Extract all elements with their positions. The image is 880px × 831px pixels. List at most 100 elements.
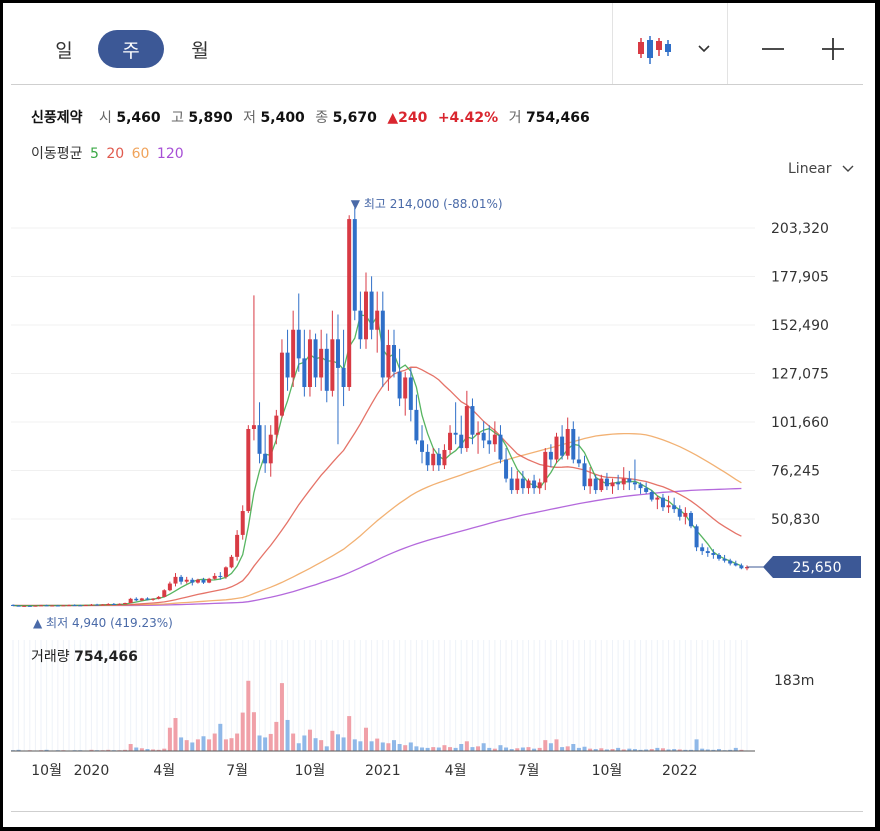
candle-body: [39, 605, 44, 607]
volume-bar: [190, 742, 195, 751]
scale-select[interactable]: Linear: [788, 161, 854, 177]
volume-bar: [638, 749, 643, 751]
volume-bar: [677, 749, 682, 751]
candle-body: [660, 497, 665, 508]
candle-body: [263, 453, 268, 464]
ma-label: 이동평균: [31, 146, 83, 162]
y-tick-label: 152,490: [771, 318, 829, 334]
candle-body: [638, 484, 643, 489]
volume-bar: [279, 683, 284, 751]
volume-bar: [352, 739, 357, 751]
ma5-line: [12, 314, 742, 607]
volume-bar: [666, 749, 671, 751]
candle-body: [285, 352, 290, 378]
volume-tick-label: 183m: [774, 673, 814, 689]
volume-bar: [442, 745, 447, 751]
volume-bar: [414, 746, 419, 751]
candle-body: [162, 590, 167, 597]
volume-bar: [526, 747, 531, 751]
candle-body: [610, 482, 615, 487]
volume-bar: [235, 733, 240, 751]
zoom-in-button[interactable]: [813, 29, 853, 69]
candle-body: [223, 567, 228, 577]
candlestick-icon: [638, 36, 671, 64]
toolbar-divider: [612, 3, 613, 84]
ma-20[interactable]: 20: [106, 146, 125, 162]
volume-bar: [672, 749, 677, 751]
high-annotation: ▼ 최고 214,000 (-88.01%): [351, 197, 503, 211]
volume-bar: [700, 748, 705, 751]
volume-bar: [716, 749, 721, 751]
candle-body: [548, 451, 553, 460]
candle-body: [156, 596, 161, 599]
volume-bar: [504, 747, 509, 751]
candle-body: [543, 451, 548, 483]
plus-icon: [822, 38, 844, 60]
price-chart[interactable]: 203,320 177,905 152,490 127,075 101,660 76,24…: [3, 3, 875, 827]
candle-body: [397, 371, 402, 399]
ma-60[interactable]: 60: [131, 146, 150, 162]
volume-bar: [481, 743, 486, 751]
tab-weekly[interactable]: 주: [98, 30, 164, 68]
y-tick-label: 127,075: [771, 367, 829, 383]
volume-bar: [604, 749, 609, 751]
volume-bar: [347, 716, 352, 751]
ma120-line: [13, 487, 742, 607]
candle-body: [16, 605, 21, 607]
candle-body: [677, 509, 682, 517]
candle-body: [27, 605, 32, 607]
candle-body: [251, 425, 256, 429]
volume-bar: [335, 734, 340, 751]
candle-body: [347, 219, 352, 388]
candle-body: [274, 415, 279, 435]
minus-icon: [762, 48, 784, 50]
candle-body: [705, 551, 710, 554]
candle-body: [464, 406, 469, 449]
volume-bar: [162, 748, 167, 751]
volume-bar: [705, 749, 710, 751]
candle-body: [560, 436, 565, 456]
moving-average-legend: 이동평균 5 20 60 120: [31, 143, 187, 163]
volume-bar: [464, 741, 469, 751]
chevron-down-icon[interactable]: [697, 44, 711, 54]
candle-body: [134, 598, 139, 601]
candle-body: [442, 449, 447, 466]
volume-bar: [621, 749, 626, 751]
candle-body: [683, 512, 688, 517]
candle-body: [745, 567, 749, 569]
x-tick-label: 2022: [662, 763, 698, 779]
candle-body: [554, 436, 559, 460]
volume-bar: [520, 747, 525, 751]
low-value: 5,400: [260, 110, 305, 126]
candle-body: [195, 579, 200, 583]
ma-120[interactable]: 120: [156, 146, 184, 162]
chart-type-button[interactable]: [613, 28, 723, 68]
scale-label: Linear: [788, 161, 832, 177]
candle-body: [711, 553, 716, 555]
zoom-out-button[interactable]: [753, 29, 793, 69]
volume-bar: [431, 747, 436, 751]
candle-body: [616, 482, 621, 485]
tab-daily[interactable]: 일: [55, 39, 73, 62]
candle-body: [363, 291, 368, 340]
volume-bar: [268, 733, 273, 751]
y-tick-label: 76,245: [771, 464, 820, 480]
volume-bar: [319, 740, 324, 751]
candle-body: [50, 605, 55, 607]
ma-5[interactable]: 5: [89, 146, 99, 162]
candle-body: [588, 478, 593, 487]
volume-bar: [240, 712, 245, 751]
candle-body: [184, 579, 189, 582]
volume-bar: [593, 749, 598, 751]
toolbar-bottom-border: [11, 84, 863, 85]
volume-title: 거래량 754,466: [31, 649, 138, 665]
candle-body: [655, 497, 660, 500]
volume-bar: [363, 727, 368, 751]
volume-bar: [263, 737, 268, 751]
volume-bar: [403, 745, 408, 751]
candle-body: [414, 409, 419, 441]
tab-monthly[interactable]: 월: [191, 39, 209, 62]
x-tick-label: 10월: [295, 763, 326, 779]
candle-body: [61, 605, 66, 607]
ma60-line: [13, 432, 742, 607]
